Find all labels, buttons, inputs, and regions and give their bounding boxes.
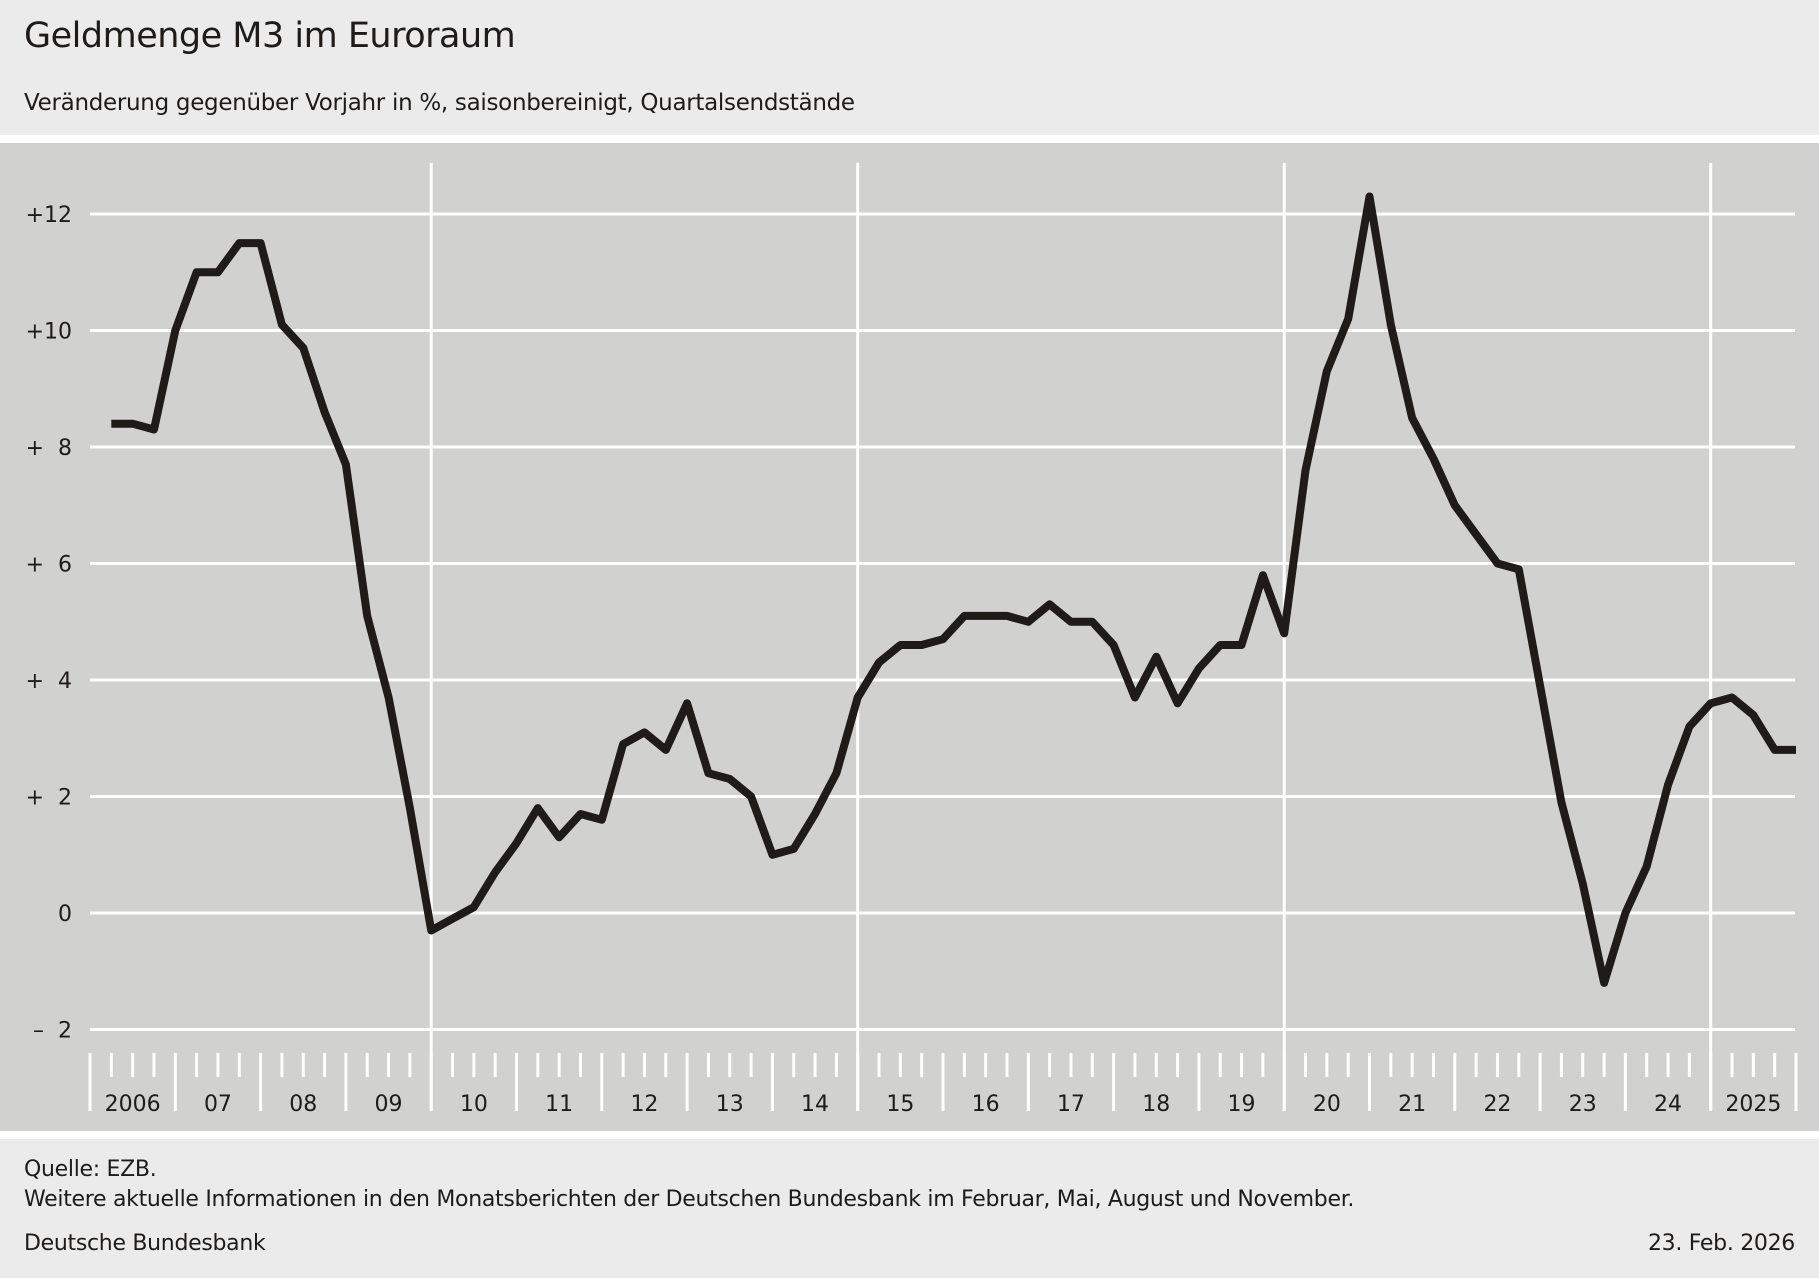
x-tick-label: 10 [460, 1092, 488, 1117]
y-tick-label: + 4 [26, 669, 72, 694]
y-tick-label: + 8 [26, 436, 72, 461]
x-tick-label: 15 [886, 1092, 914, 1117]
x-axis-ticks [88, 1053, 1798, 1111]
y-tick-label: 0 [58, 902, 72, 927]
divider-top [0, 135, 1819, 143]
publication-date: 23. Feb. 2026 [1647, 1231, 1795, 1256]
x-tick-label: 13 [716, 1092, 744, 1117]
x-tick-label: 19 [1228, 1092, 1256, 1117]
x-tick-label: 07 [204, 1092, 232, 1117]
x-tick-label: 11 [545, 1092, 573, 1117]
x-tick-label: 21 [1398, 1092, 1426, 1117]
x-tick-label: 20 [1313, 1092, 1341, 1117]
chart-subtitle: Veränderung gegenüber Vorjahr in %, sais… [24, 90, 855, 116]
y-axis-labels: +12 +10 + 8 + 6 + 4 + 2 0 – 2 [26, 203, 72, 1044]
chart-footer: Quelle: EZB. Weitere aktuelle Informatio… [0, 1139, 1819, 1278]
x-tick-label: 24 [1654, 1092, 1682, 1117]
plot-area [0, 143, 1819, 1131]
x-tick-label: 12 [630, 1092, 658, 1117]
chart-title: Geldmenge M3 im Euroraum [24, 16, 516, 56]
x-tick-label: 16 [972, 1092, 1000, 1117]
x-tick-label: 14 [801, 1092, 829, 1117]
y-tick-label: + 2 [26, 786, 72, 811]
x-tick-label: 22 [1483, 1092, 1511, 1117]
x-tick-label: 23 [1569, 1092, 1597, 1117]
x-tick-label: 2006 [105, 1092, 161, 1117]
info-note: Weitere aktuelle Informationen in den Mo… [24, 1187, 1355, 1212]
y-tick-label: + 6 [26, 553, 72, 578]
x-tick-label: 17 [1057, 1092, 1085, 1117]
x-tick-label: 2025 [1725, 1092, 1781, 1117]
source-note: Quelle: EZB. [24, 1157, 157, 1182]
y-tick-label: +10 [26, 320, 72, 345]
divider-bottom [0, 1131, 1819, 1139]
organization-label: Deutsche Bundesbank [24, 1231, 266, 1256]
x-axis-labels: 2006 07 08 09 10 11 12 13 14 15 16 17 18 19 20 21 22 23 24… [105, 1092, 1782, 1117]
x-tick-label: 09 [375, 1092, 403, 1117]
y-tick-label: – 2 [33, 1019, 72, 1044]
x-tick-label: 18 [1142, 1092, 1170, 1117]
chart-header: Geldmenge M3 im Euroraum Veränderung geg… [0, 0, 1819, 135]
series-line-m3 [111, 192, 1796, 987]
major-year-lines [429, 163, 1713, 1111]
series-layer [111, 192, 1796, 987]
horizontal-gridlines [90, 212, 1795, 1031]
y-tick-label: +12 [26, 203, 72, 228]
x-tick-label: 08 [289, 1092, 317, 1117]
